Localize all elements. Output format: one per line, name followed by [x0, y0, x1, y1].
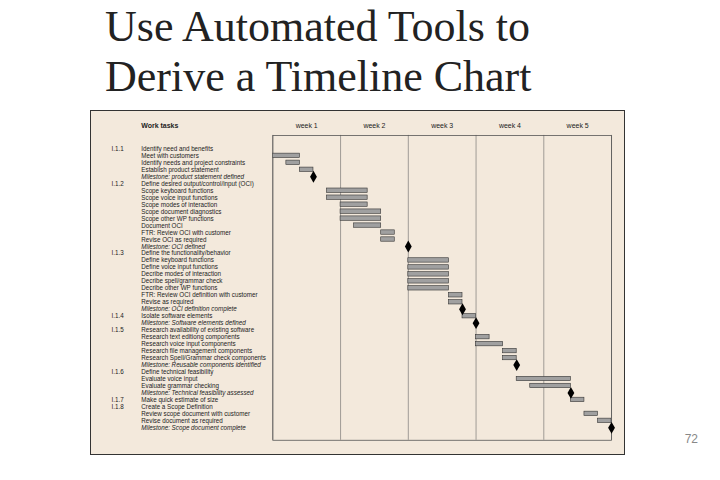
- svg-text:Research voice input component: Research voice input components: [141, 340, 236, 348]
- svg-text:Milestone: OCI defined: Milestone: OCI defined: [141, 242, 205, 249]
- svg-text:Evaluate voice input: Evaluate voice input: [141, 375, 198, 382]
- svg-text:I.1.5: I.1.5: [111, 326, 124, 333]
- svg-text:I.1.1: I.1.1: [111, 145, 124, 152]
- svg-text:Evaluate grammar checking: Evaluate grammar checking: [141, 382, 219, 389]
- svg-text:week 4: week 4: [498, 122, 521, 129]
- svg-text:I.1.4: I.1.4: [111, 312, 124, 319]
- svg-text:I.1.7: I.1.7: [111, 396, 124, 403]
- svg-text:Decribe other WP functions: Decribe other WP functions: [141, 284, 217, 291]
- svg-text:I.1.3: I.1.3: [111, 249, 124, 256]
- svg-text:Revise document as required: Revise document as required: [141, 416, 223, 424]
- svg-text:Identify need and benefits: Identify need and benefits: [141, 144, 214, 152]
- svg-text:Milestone: Software elements d: Milestone: Software elements defined: [141, 319, 246, 326]
- svg-text:Define keyboard functions: Define keyboard functions: [141, 256, 214, 264]
- svg-text:Milestone: Scope document comp: Milestone: Scope document complete: [141, 424, 246, 432]
- svg-text:Scope document diagnostics: Scope document diagnostics: [141, 207, 222, 215]
- svg-text:Isolate software elements: Isolate software elements: [141, 312, 212, 319]
- svg-text:Establish product statement: Establish product statement: [141, 165, 219, 173]
- svg-text:Revise OCI as required: Revise OCI as required: [141, 235, 207, 243]
- svg-text:Milestone: product statement d: Milestone: product statement defined: [141, 173, 244, 181]
- svg-text:Research availability of exist: Research availability of existing softwa…: [141, 326, 255, 334]
- svg-text:Scope modes of interaction: Scope modes of interaction: [141, 200, 218, 208]
- svg-text:Define desired output/control/: Define desired output/control/input (OCI…: [141, 179, 254, 187]
- svg-text:Milestone: OCI definition comp: Milestone: OCI definition complete: [141, 305, 237, 313]
- svg-text:FTR: Review OCI definition wit: FTR: Review OCI definition with customer: [141, 291, 257, 298]
- svg-text:Document OCI: Document OCI: [141, 222, 183, 229]
- svg-text:Scope keyboard functions: Scope keyboard functions: [141, 186, 214, 194]
- svg-text:Revise as required: Revise as required: [141, 298, 194, 306]
- svg-text:week 3: week 3: [430, 122, 453, 129]
- svg-text:Research file management compo: Research file management components: [141, 347, 253, 355]
- svg-text:Define voice input functions: Define voice input functions: [141, 263, 218, 271]
- svg-text:I.1.8: I.1.8: [111, 403, 124, 410]
- svg-text:Define the functionality/behav: Define the functionality/behavior: [141, 249, 231, 257]
- svg-text:Work tasks: Work tasks: [141, 122, 178, 129]
- svg-text:Decribe spell/grammar check: Decribe spell/grammar check: [141, 277, 223, 285]
- svg-text:Meet with customers: Meet with customers: [141, 152, 198, 159]
- svg-text:I.1.6: I.1.6: [111, 368, 124, 375]
- svg-text:Milestone: Technical feasibili: Milestone: Technical feasibility assesse…: [141, 389, 254, 397]
- svg-text:Milestone: Reusable components: Milestone: Reusable components identifie…: [141, 361, 261, 369]
- svg-text:I.1.2: I.1.2: [111, 180, 124, 187]
- svg-text:Research Spell/Grammar check c: Research Spell/Grammar check components: [141, 354, 266, 362]
- svg-text:Scope other WP functions: Scope other WP functions: [141, 214, 214, 222]
- svg-text:Decribe modes of interaction: Decribe modes of interaction: [141, 270, 221, 277]
- svg-text:Research text editiong compone: Research text editiong components: [141, 333, 240, 341]
- svg-text:Create a Scope Definition: Create a Scope Definition: [141, 402, 213, 410]
- svg-text:week 2: week 2: [362, 122, 385, 129]
- svg-text:week 1: week 1: [295, 122, 318, 129]
- svg-text:Make quick estimate of size: Make quick estimate of size: [141, 395, 219, 403]
- svg-text:Review scope document with cus: Review scope document with customer: [141, 409, 250, 417]
- svg-text:Define technical feasibility: Define technical feasibility: [141, 368, 214, 375]
- svg-text:FTR: Review OCI with customer: FTR: Review OCI with customer: [141, 229, 230, 236]
- html-text:72: 72: [684, 432, 698, 446]
- svg-text:Scope voice input functions: Scope voice input functions: [141, 193, 218, 201]
- svg-text:week 5: week 5: [566, 122, 589, 129]
- svg-text:Identify needs and project con: Identify needs and project constraints: [141, 158, 246, 166]
- html-text:Use Automated Tools to Derive: Use Automated Tools to Derive a Timeline…: [105, 2, 532, 101]
